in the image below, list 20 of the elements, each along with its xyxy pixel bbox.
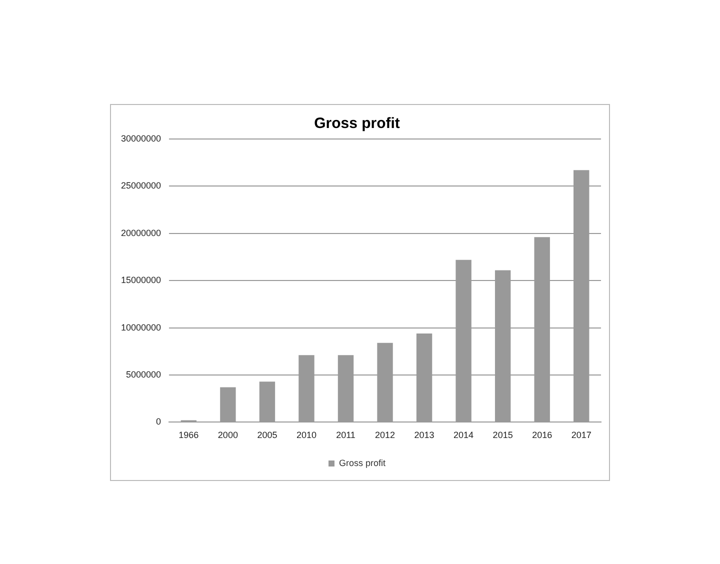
x-tick-label: 1966	[178, 430, 199, 440]
x-tick-label: 2012	[375, 430, 396, 440]
x-tick-label: 2000	[218, 430, 238, 440]
x-tick-label: 2015	[492, 430, 513, 440]
y-tick-label: 5000000	[126, 369, 162, 380]
x-tick-label: 2017	[571, 430, 592, 440]
y-tick-label: 20000000	[120, 228, 162, 238]
x-tick-label: 2013	[414, 430, 434, 440]
legend-label: Gross profit	[338, 458, 386, 468]
y-tick-label: 30000000	[120, 133, 162, 144]
x-tick-label: 2016	[532, 430, 552, 440]
x-tick-label: 2010	[296, 430, 316, 440]
chart-title: Gross profit	[314, 115, 400, 132]
y-tick-label: 10000000	[120, 322, 162, 332]
x-tick-label: 2011	[336, 430, 356, 440]
y-tick-label: 15000000	[120, 275, 162, 286]
x-tick-label: 2014	[454, 430, 474, 440]
y-tick-label: 0	[156, 416, 162, 427]
x-tick-label: 2005	[257, 430, 278, 440]
y-tick-label: 25000000	[120, 180, 162, 191]
